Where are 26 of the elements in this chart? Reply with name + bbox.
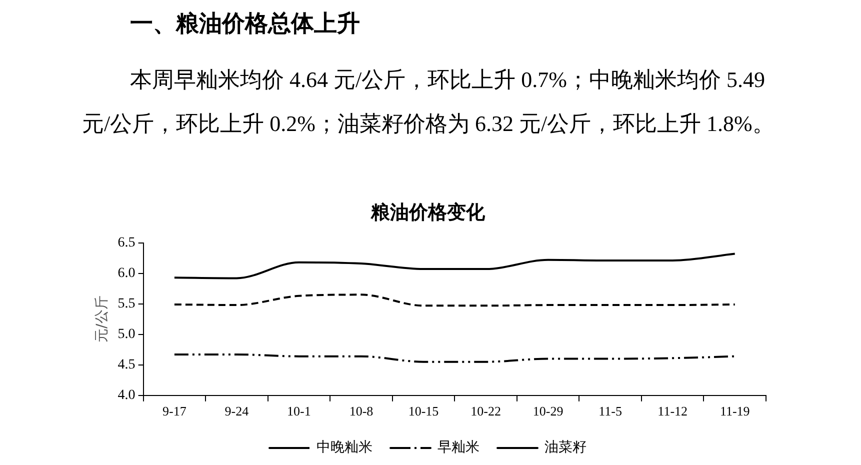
y-tick-label: 4.5 (118, 358, 136, 373)
x-tick-label: 11-19 (720, 404, 750, 419)
y-tick-label: 6.5 (118, 235, 136, 250)
y-tick-label: 6.0 (118, 266, 136, 281)
y-tick-label: 5.5 (118, 296, 136, 312)
x-tick-label: 9-24 (224, 404, 250, 419)
legend-label: 早籼米 (438, 440, 480, 456)
line-series (173, 294, 736, 307)
x-tick-label: 10-22 (470, 404, 501, 419)
legend-label: 中晚籼米 (316, 440, 372, 456)
y-axis-title: 元/公斤 (94, 296, 110, 342)
y-tick-label: 4.0 (118, 388, 136, 404)
x-tick-label: 10-8 (349, 404, 374, 419)
line-series (173, 354, 736, 363)
legend-label: 油菜籽 (544, 440, 586, 456)
x-tick-label: 11-12 (658, 404, 688, 419)
text: 本周早籼米均价 4.64 元/公斤，环比上升 0.7%；中晚籼米均价 5.49 元/公斤，环比上升 0.2%；油菜籽价格为 6.32 元/公斤，环比上升 1.8%。 (82, 66, 776, 138)
x-tick-label: 10-1 (287, 404, 311, 419)
x-tick-label: 11-5 (598, 404, 622, 419)
text: 一、粮油价格总体上升 (130, 10, 360, 39)
x-tick-label: 10-29 (532, 404, 564, 419)
x-tick-label: 9-17 (162, 404, 187, 419)
x-tick-label: 10-15 (408, 404, 439, 419)
chart-title: 粮油价格变化 (370, 201, 486, 224)
line-series (173, 252, 736, 280)
y-tick-label: 5.0 (118, 327, 136, 342)
